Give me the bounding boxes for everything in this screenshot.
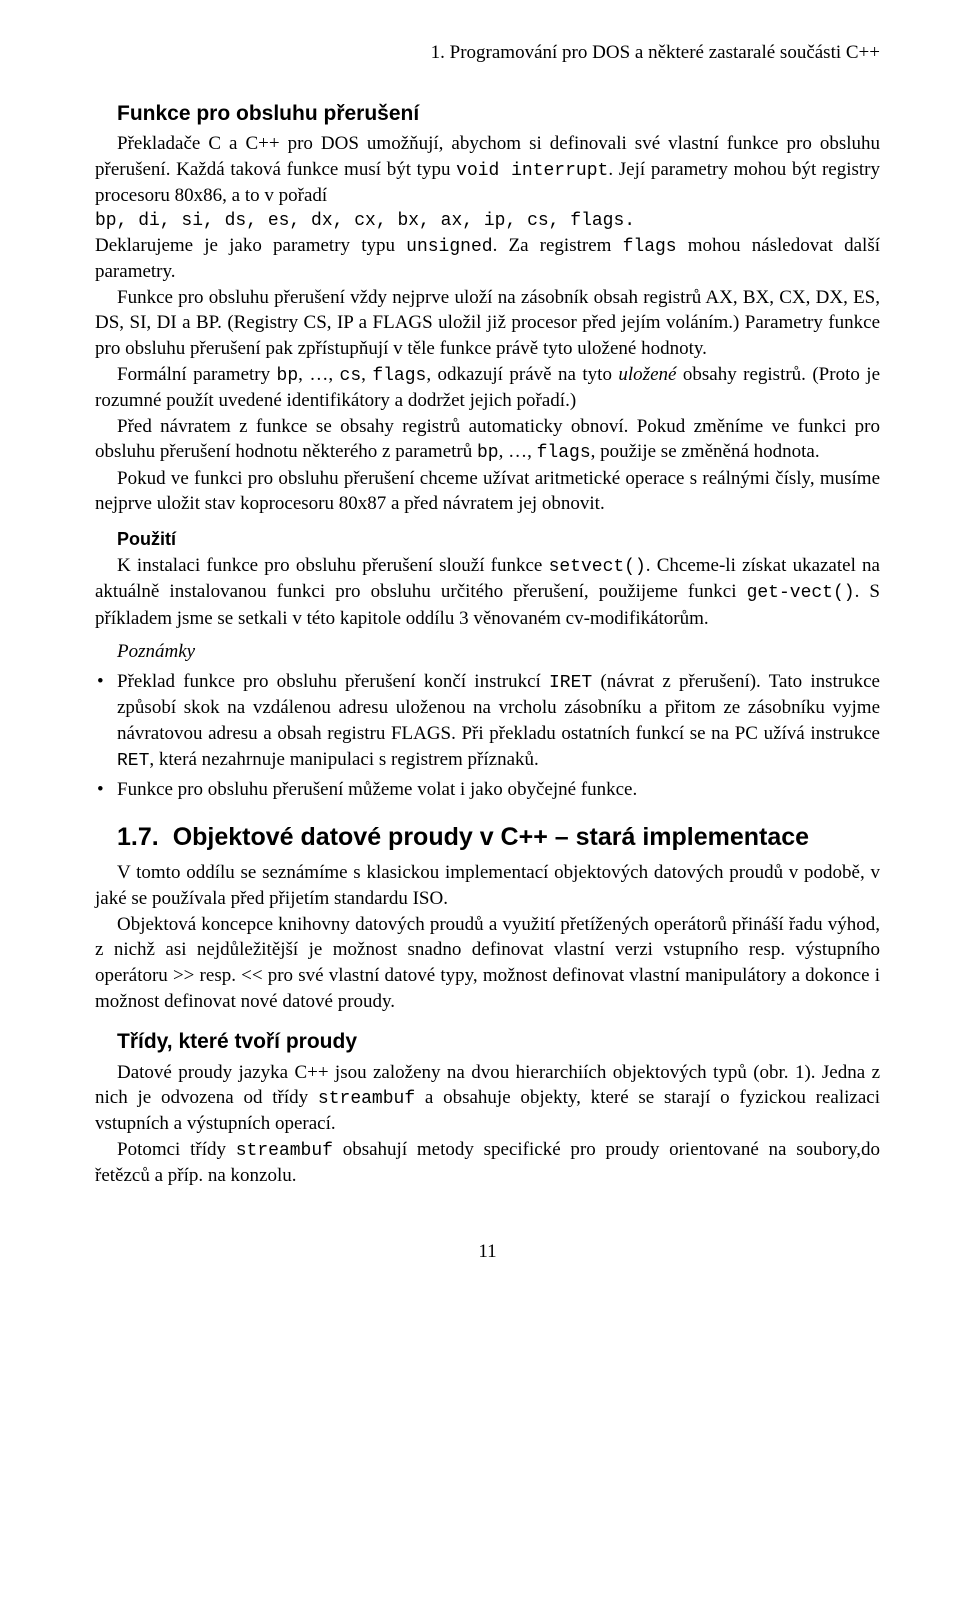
body-paragraph: Deklarujeme je jako parametry typu unsig…	[95, 233, 880, 285]
subheading-pouziti: Použití	[95, 527, 880, 551]
code-inline: flags	[623, 237, 677, 257]
text: K instalaci funkce pro obsluhu přerušení…	[117, 555, 549, 576]
section-heading-17: 1.7. Objektové datové proudy v C++ – star…	[95, 821, 880, 855]
document-page: 1. Programování pro DOS a některé zastar…	[0, 0, 960, 1325]
notes-list: Překlad funkce pro obsluhu přerušení kon…	[95, 669, 880, 803]
list-item: Překlad funkce pro obsluhu přerušení kon…	[95, 669, 880, 773]
code-inline: setvect()	[549, 557, 646, 577]
code-inline: unsigned	[406, 237, 492, 257]
code-line: bp, di, si, ds, es, dx, cx, bx, ax, ip, …	[95, 209, 880, 233]
body-paragraph: V tomto oddílu se seznámíme s klasickou …	[95, 860, 880, 911]
code-inline: IRET	[549, 673, 592, 693]
section-title: Objektové datové proudy v C++ – stará im…	[173, 823, 809, 851]
section-heading-funkce: Funkce pro obsluhu přerušení	[95, 100, 880, 128]
body-paragraph: K instalaci funkce pro obsluhu přerušení…	[95, 553, 880, 631]
body-paragraph: Funkce pro obsluhu přerušení vždy nejprv…	[95, 285, 880, 362]
body-paragraph: Před návratem z funkce se obsahy registr…	[95, 414, 880, 466]
text: . Za registrem	[493, 235, 623, 256]
code-inline: streambuf	[236, 1141, 333, 1161]
text: , použije se změněná hodnota.	[591, 441, 820, 462]
body-paragraph: Formální parametry bp, …, cs, flags, odk…	[95, 362, 880, 414]
code-inline: bp	[477, 443, 499, 463]
body-paragraph: Datové proudy jazyka C++ jsou založeny n…	[95, 1060, 880, 1138]
text: Potomci třídy	[117, 1139, 236, 1160]
code-inline: cs	[340, 366, 362, 386]
list-item: Funkce pro obsluhu přerušení můžeme vola…	[95, 777, 880, 803]
code-inline: void interrupt	[456, 161, 608, 181]
code-inline: flags	[372, 366, 426, 386]
body-paragraph: Pokud ve funkci pro obsluhu přerušení ch…	[95, 466, 880, 517]
body-paragraph: Potomci třídy streambuf obsahují metody …	[95, 1137, 880, 1189]
code-inline: streambuf	[318, 1089, 415, 1109]
italic-text: uložené	[618, 364, 676, 385]
running-header: 1. Programování pro DOS a některé zastar…	[95, 40, 880, 66]
text: , …,	[499, 441, 537, 462]
text: Deklarujeme je jako parametry typu	[95, 235, 406, 256]
text: Formální parametry	[117, 364, 277, 385]
text: ,	[361, 364, 372, 385]
text: , která nezahrnuje manipulaci s registre…	[149, 749, 538, 770]
code-inline: bp	[277, 366, 299, 386]
subheading-poznamky: Poznámky	[95, 639, 880, 665]
text: , …,	[298, 364, 339, 385]
code-inline: flags	[537, 443, 591, 463]
subheading-tridy: Třídy, které tvoří proudy	[95, 1028, 880, 1056]
page-number: 11	[95, 1239, 880, 1265]
code-inline: get-vect()	[747, 583, 855, 603]
body-paragraph: Objektová koncepce knihovny datových pro…	[95, 912, 880, 1015]
section-number: 1.7.	[117, 823, 159, 851]
text: , odkazují právě na tyto	[426, 364, 618, 385]
code-inline: RET	[117, 751, 149, 771]
body-paragraph: Překladače C a C++ pro DOS umožňují, aby…	[95, 131, 880, 209]
text: Funkce pro obsluhu přerušení můžeme vola…	[117, 779, 637, 800]
text: Překlad funkce pro obsluhu přerušení kon…	[117, 671, 549, 692]
